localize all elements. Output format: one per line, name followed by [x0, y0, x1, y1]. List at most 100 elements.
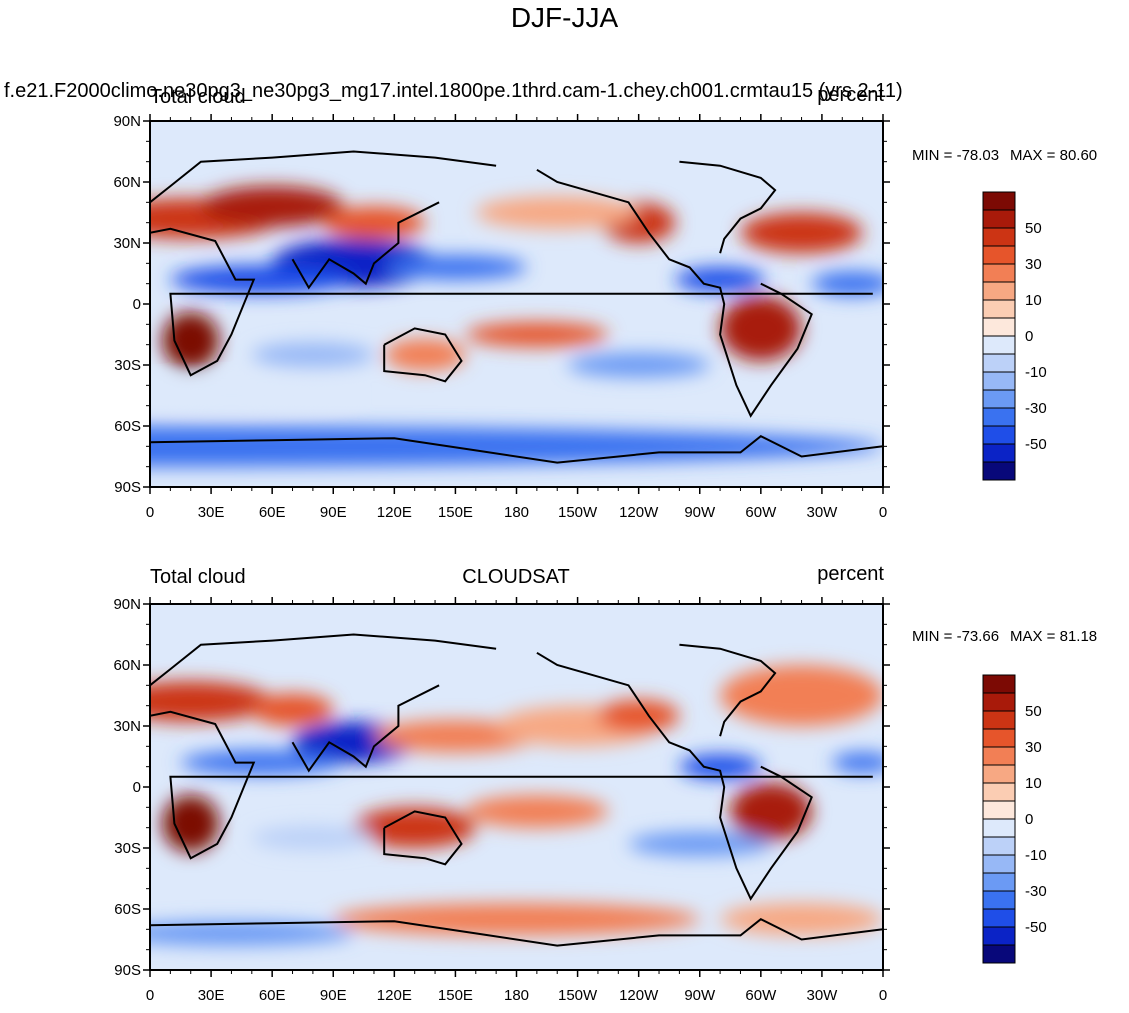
colorbar-box [982, 209, 1016, 229]
anomaly-blob [675, 267, 765, 292]
x-tick-label: 90W [684, 504, 716, 521]
colorbar-label: 50 [1025, 220, 1042, 237]
colorbar-box [982, 872, 1016, 892]
x-tick-label: 30E [198, 504, 225, 521]
colorbar-box [982, 407, 1016, 427]
coastline [679, 160, 777, 254]
anomaly-blob [720, 295, 802, 361]
anomaly-blob [251, 825, 374, 851]
anomaly-blob [162, 795, 220, 853]
panel2-min-label: MIN = -73.66 [912, 628, 1000, 645]
anomaly-blob [150, 426, 883, 467]
y-tick-label: 0 [133, 779, 141, 796]
colorbar-box [982, 764, 1016, 784]
x-tick-label: 60E [259, 504, 286, 521]
anomaly-blob [162, 312, 220, 370]
panel2-title-right: percent [817, 563, 884, 585]
x-tick-label: 180 [504, 987, 529, 1004]
colorbar-box [982, 836, 1016, 856]
y-tick-label: 90N [113, 113, 141, 130]
x-tick-label: 60W [745, 504, 777, 521]
colorbar-box [982, 425, 1016, 445]
colorbar-box [982, 818, 1016, 838]
colorbar-box [982, 299, 1016, 319]
anomaly-blob [465, 322, 609, 347]
x-tick-label: 150E [438, 504, 473, 521]
colorbar-box [982, 335, 1016, 355]
coastline [383, 327, 463, 383]
colorbar-box [982, 710, 1016, 730]
figure-title: DJF-JJA [510, 2, 619, 33]
x-tick-label: 0 [879, 987, 887, 1004]
anomaly-field [150, 186, 883, 467]
colorbar-box [982, 890, 1016, 910]
anomaly-blob [384, 338, 466, 372]
anomaly-blob [373, 719, 537, 753]
anomaly-blob [200, 186, 344, 227]
colorbar-box [982, 245, 1016, 265]
y-tick-label: 60N [113, 657, 141, 674]
coastline [291, 684, 440, 773]
anomaly-blob [150, 921, 354, 946]
y-tick-label: 0 [133, 296, 141, 313]
panel2-title-center: CLOUDSAT [462, 566, 570, 588]
colorbar-box [982, 692, 1016, 712]
y-tick-label: 30N [113, 235, 141, 252]
colorbar-label: 10 [1025, 292, 1042, 309]
panel1-title-right: percent [817, 84, 884, 106]
x-tick-label: 30W [806, 987, 838, 1004]
colorbar-box [982, 227, 1016, 247]
y-tick-label: 90S [114, 479, 141, 496]
colorbar-box [982, 746, 1016, 766]
y-tick-label: 30S [114, 357, 141, 374]
panel1-min-label: MIN = -78.03 [912, 147, 1000, 164]
anomaly-blob [150, 681, 273, 722]
colorbar-box [982, 782, 1016, 802]
x-tick-label: 60E [259, 987, 286, 1004]
x-tick-label: 90E [320, 987, 347, 1004]
anomaly-blob [465, 795, 609, 828]
x-tick-label: 150W [558, 504, 598, 521]
coastline [383, 810, 463, 866]
colorbar-label: -30 [1025, 400, 1047, 417]
x-tick-label: 0 [879, 504, 887, 521]
x-tick-label: 30W [806, 504, 838, 521]
anomaly-blob [720, 902, 883, 936]
x-tick-label: 120E [377, 504, 412, 521]
coastline [150, 633, 497, 687]
coastline [150, 150, 497, 204]
coastline [150, 710, 873, 860]
coastline [150, 227, 873, 377]
colorbar-label: 30 [1025, 739, 1042, 756]
anomaly-blob [251, 693, 334, 726]
anomaly-blob [180, 750, 344, 775]
y-tick-label: 90N [113, 596, 141, 613]
colorbar-box [982, 371, 1016, 391]
anomaly-blob [353, 807, 476, 849]
anomaly-blob [475, 196, 639, 229]
coastline [150, 918, 883, 947]
y-tick-label: 30N [113, 718, 141, 735]
colorbar-box [982, 854, 1016, 874]
coastline [679, 643, 777, 737]
y-tick-label: 90S [114, 962, 141, 979]
anomaly-blob [384, 255, 527, 280]
colorbar-box [982, 800, 1016, 820]
colorbar-box [982, 281, 1016, 301]
anomaly-blob [811, 271, 883, 296]
panel1-max-label: MAX = 80.60 [1010, 147, 1098, 164]
colorbar-label: 30 [1025, 256, 1042, 273]
x-tick-label: 0 [146, 987, 154, 1004]
anomaly-blob [150, 383, 354, 408]
y-tick-label: 30S [114, 840, 141, 857]
y-tick-label: 60N [113, 174, 141, 191]
x-tick-label: 0 [146, 504, 154, 521]
colorbar-label: -10 [1025, 364, 1047, 381]
colorbar-label: 0 [1025, 328, 1033, 345]
colorbar-box [982, 389, 1016, 409]
anomaly-blob [333, 902, 700, 936]
x-tick-label: 90W [684, 987, 716, 1004]
panel1-title-top: f.e21.F2000climo.ne30pg3_ne30pg3_mg17.in… [4, 80, 903, 102]
colorbar-label: -30 [1025, 883, 1047, 900]
panel1-title-left: Total cloud [150, 86, 246, 108]
